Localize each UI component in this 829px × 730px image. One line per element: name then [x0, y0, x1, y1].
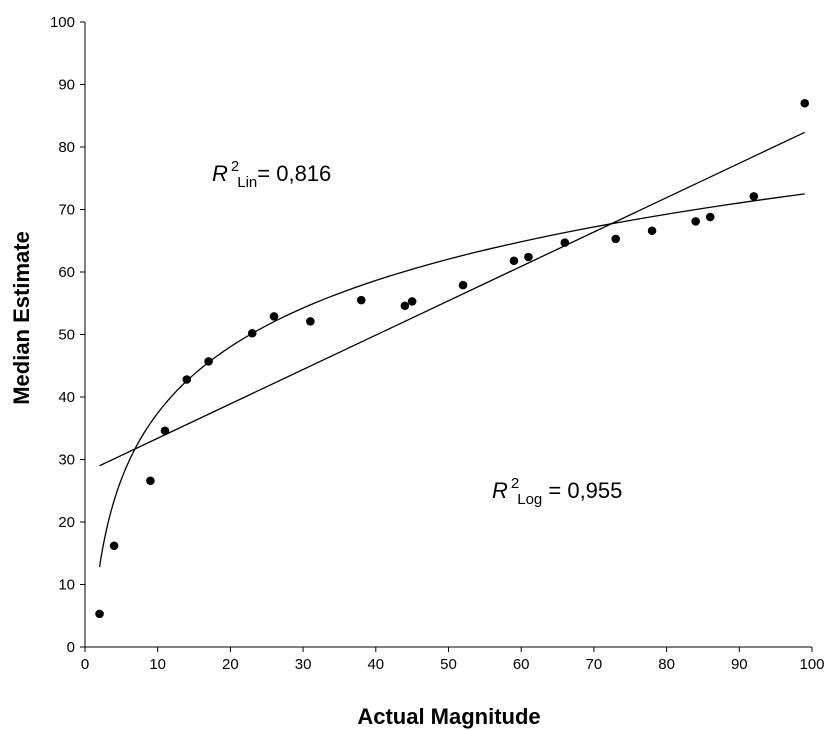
data-point	[146, 476, 155, 486]
data-points	[95, 98, 810, 619]
data-point	[458, 280, 468, 290]
data-point	[109, 541, 119, 551]
y-tick-label: 70	[58, 202, 75, 219]
linear-fit-line	[99, 131, 806, 467]
r2-log-sub: Log	[517, 491, 542, 508]
data-point	[400, 301, 410, 311]
data-point	[800, 98, 810, 108]
data-point	[204, 357, 213, 366]
data-point	[560, 238, 570, 247]
y-tick-label: 30	[58, 452, 75, 469]
r2-log-sup: 2	[511, 475, 519, 492]
r2-log-value: = 0,955	[542, 478, 622, 503]
x-tick-label: 100	[799, 656, 824, 673]
r2-log-r: R	[492, 478, 508, 503]
y-tick-label: 0	[67, 639, 75, 656]
fit-lines	[98, 131, 806, 568]
x-tick-label: 80	[658, 656, 675, 673]
x-tick-label: 10	[149, 656, 166, 673]
y-tick-label: 40	[58, 389, 75, 406]
x-axis-title: Actual Magnitude	[357, 704, 540, 729]
data-point	[160, 426, 170, 436]
r2-lin-annotation: R 2 Lin= 0,816	[212, 158, 331, 191]
y-axis-title: Median Estimate	[9, 231, 34, 405]
data-point	[95, 609, 104, 619]
r2-lin-value: = 0,816	[257, 161, 331, 186]
ticks: 0 10 20 30 40 50 60 70 80 90 100 0 10 20 30 40 50 60 70 80 9…	[50, 14, 825, 673]
x-tick-label: 40	[367, 656, 384, 673]
data-point	[524, 252, 533, 262]
data-point	[356, 295, 366, 305]
data-point	[407, 297, 417, 306]
y-tick-label: 80	[58, 139, 75, 156]
y-tick-label: 60	[58, 264, 75, 281]
data-point	[611, 234, 621, 244]
x-tick-label: 20	[222, 656, 239, 673]
y-tick-label: 10	[58, 577, 75, 594]
data-point	[182, 375, 192, 384]
data-point	[705, 212, 715, 222]
data-point	[247, 328, 257, 338]
x-tick-label: 70	[586, 656, 603, 673]
y-tick-label: 90	[58, 77, 75, 94]
data-point	[691, 217, 700, 226]
y-tick-label: 100	[50, 14, 75, 31]
y-tick-label: 20	[58, 514, 75, 531]
logarithmic-fit-curve	[98, 193, 805, 568]
axes	[84, 22, 812, 648]
data-point	[647, 226, 657, 236]
x-tick-label: 30	[295, 656, 312, 673]
r2-lin-r: R	[212, 161, 228, 186]
x-tick-label: 0	[81, 656, 89, 673]
r2-lin-sup: 2	[231, 158, 239, 175]
r2-log-annotation: R 2 Log = 0,955	[492, 475, 622, 508]
data-point	[749, 192, 759, 201]
x-tick-label: 60	[513, 656, 530, 673]
data-point	[509, 256, 519, 266]
data-point	[269, 312, 279, 321]
data-point	[306, 317, 315, 326]
r2-lin-sub: Lin	[237, 174, 257, 191]
y-tick-label: 50	[58, 327, 75, 344]
x-tick-label: 50	[440, 656, 457, 673]
x-tick-label: 90	[731, 656, 748, 673]
